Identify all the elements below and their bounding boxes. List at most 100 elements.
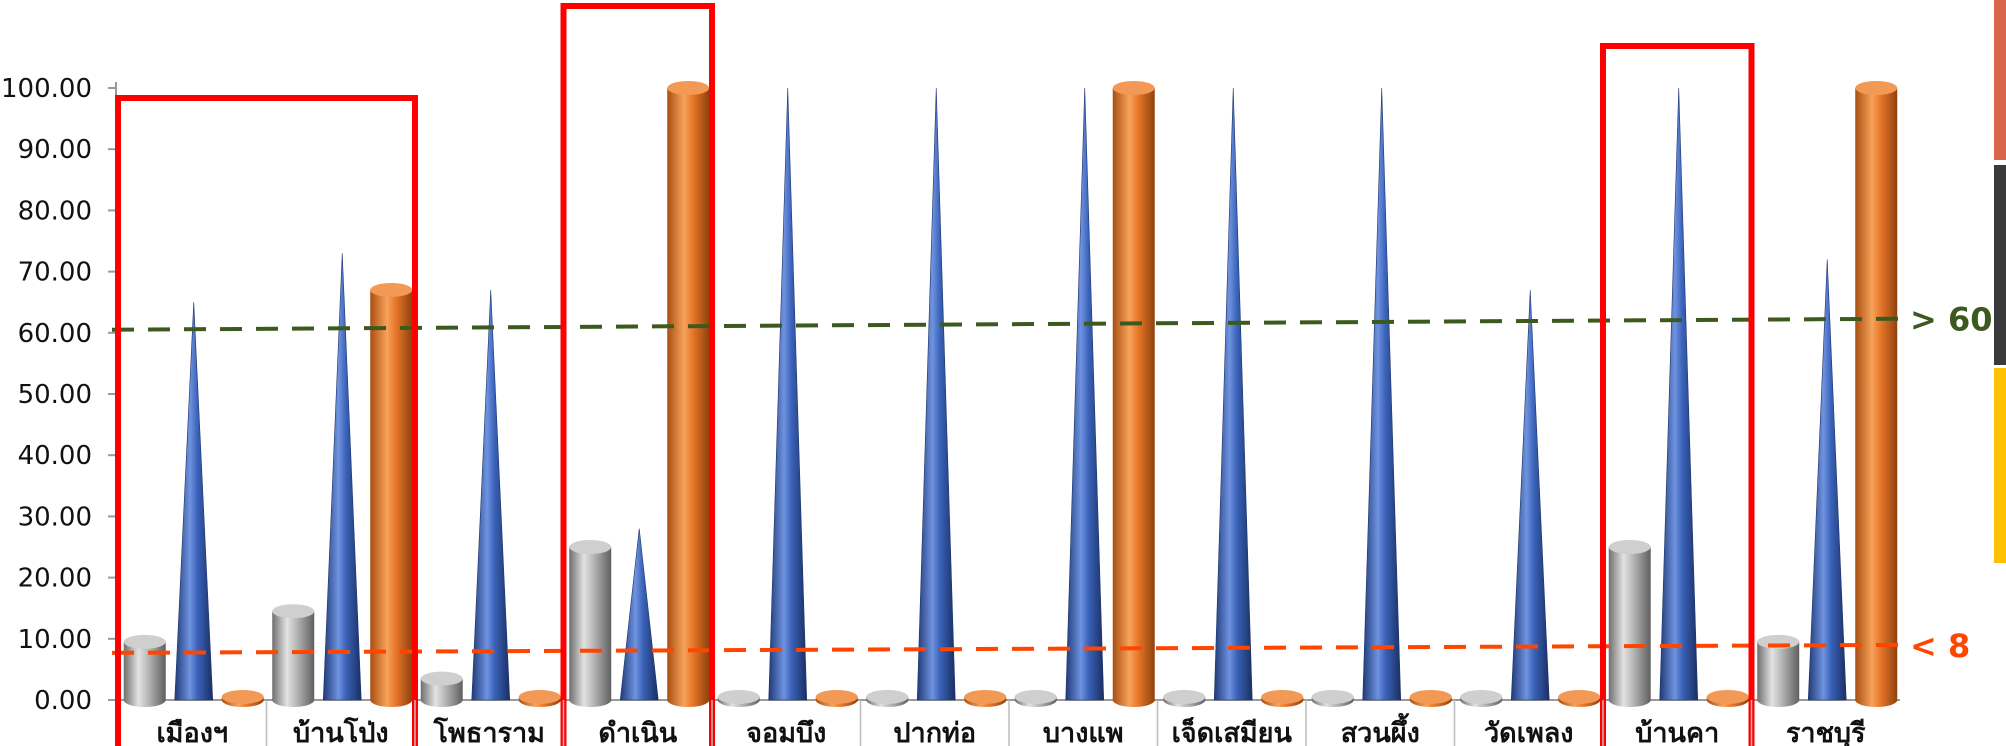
cylinder-top: [1163, 689, 1206, 704]
cylinder-top: [1112, 81, 1155, 95]
cylinder-base: [1855, 693, 1898, 707]
y-tick-label: 10.00: [18, 625, 92, 655]
category-label: บางแพ: [1043, 718, 1124, 746]
cylinder-mark: [221, 689, 264, 707]
cylinder-mark: [815, 689, 858, 707]
cylinder-mark: [370, 282, 413, 707]
cylinder-mark: [1855, 81, 1898, 707]
cylinder-mark: [569, 540, 612, 707]
cylinder-body: [123, 641, 166, 700]
y-tick-label: 50.00: [18, 380, 92, 410]
cylinder-top: [1460, 689, 1503, 704]
cylinder-body: [1757, 641, 1800, 700]
cone-mark: [1362, 87, 1402, 701]
cylinder-mark: [1558, 689, 1601, 707]
cylinder-top: [370, 282, 413, 297]
y-tick-label: 70.00: [18, 258, 92, 288]
category-label: วัดเพลง: [1484, 718, 1573, 746]
cylinder-top: [866, 689, 909, 704]
cylinder-top: [123, 634, 166, 649]
cylinder-mark: [123, 634, 166, 707]
cylinder-top: [569, 540, 612, 554]
cone-mark: [916, 87, 956, 701]
cylinder-base: [420, 693, 463, 707]
cylinder-top: [1608, 540, 1651, 554]
cylinder-top: [1855, 81, 1898, 95]
cone-mark: [174, 302, 214, 701]
cylinder-mark: [1311, 689, 1354, 707]
y-tick-label: 100.00: [1, 74, 92, 104]
category-label: เจ็ดเสมียน: [1172, 715, 1293, 746]
cylinder-body: [370, 289, 413, 700]
category-labels-layer: เมืองฯ บ้านโป่ง โพธาราม ดำเนิน จอมบึง ปากท่อ บ…: [156, 700, 1866, 746]
cylinder-mark: [964, 689, 1007, 707]
category-label: ปากท่อ: [893, 718, 976, 746]
cylinder-body: [1112, 88, 1155, 700]
cylinder-top: [815, 689, 858, 704]
y-tick-label: 60.00: [18, 319, 92, 349]
cylinder-base: [272, 693, 315, 707]
cylinder-base: [370, 693, 413, 707]
cylinder-top: [717, 689, 760, 704]
cone-mark: [1065, 87, 1105, 701]
cylinder-body: [1855, 88, 1898, 700]
axis-layer: 0.00 10.00 20.00 30.00 40.00 50.00 60.00 70.00 8…: [1, 74, 1900, 716]
y-tick-label: 20.00: [18, 564, 92, 594]
cylinder-mark: [1409, 689, 1452, 707]
cone-mark: [619, 528, 659, 701]
cylinder-mark: [866, 689, 909, 707]
y-tick-label: 80.00: [18, 196, 92, 226]
cylinder-top: [1261, 689, 1304, 704]
cylinder-mark: [272, 604, 315, 707]
cylinder-mark: [420, 671, 463, 707]
category-label: ดำเนิน: [598, 718, 677, 746]
highlight-box: [115, 95, 418, 746]
cylinder-top: [221, 689, 264, 704]
cylinder-top: [420, 671, 463, 686]
bars-layer: [123, 81, 1898, 707]
cylinder-body: [1608, 547, 1651, 700]
edge-strip-top: [1994, 0, 2006, 160]
cylinder-top: [667, 81, 710, 95]
y-tick-label: 30.00: [18, 502, 92, 532]
cone-mark: [1659, 87, 1699, 701]
cylinder-body: [667, 88, 710, 700]
cylinder-base: [1112, 693, 1155, 707]
category-label: เมืองฯ: [156, 718, 228, 746]
cylinder-mark: [518, 689, 561, 707]
reference-line-label: < 8: [1910, 627, 1970, 665]
y-tick-label: 90.00: [18, 135, 92, 165]
cone-mark: [471, 289, 511, 701]
cylinder-mark: [1112, 81, 1155, 707]
cylinder-mark: [1261, 689, 1304, 707]
cylinder-top: [272, 604, 315, 619]
edge-strip-middle: [1994, 165, 2006, 365]
category-label: บ้านโป่ง: [293, 716, 389, 746]
cylinder-top: [1311, 689, 1354, 704]
edge-strip-bottom: [1994, 368, 2006, 563]
cone-mark: [1213, 87, 1253, 701]
cylinder-base: [1608, 693, 1651, 707]
cylinder-base: [1757, 693, 1800, 707]
category-label: ราชบุรี: [1786, 718, 1866, 746]
cylinder-mark: [1706, 689, 1749, 707]
reference-line-label: > 60: [1910, 301, 1992, 339]
cylinder-top: [1409, 689, 1452, 704]
cylinder-mark: [1757, 634, 1800, 707]
cylinder-base: [667, 693, 710, 707]
category-label: จอมบึง: [746, 718, 826, 746]
cylinder-mark: [667, 81, 710, 707]
cylinder-mark: [717, 689, 760, 707]
cone-mark: [322, 253, 362, 701]
cylinder-body: [569, 547, 612, 700]
cylinder-body: [272, 611, 315, 700]
cone-mark: [768, 87, 808, 701]
highlight-box: [560, 3, 715, 746]
cone-mark: [1510, 289, 1550, 701]
cone-mark: [1807, 259, 1847, 701]
cylinder-mark: [1014, 689, 1057, 707]
y-tick-label: 0.00: [34, 686, 92, 716]
highlight-box: [1600, 43, 1755, 746]
cylinder-mark: [1460, 689, 1503, 707]
